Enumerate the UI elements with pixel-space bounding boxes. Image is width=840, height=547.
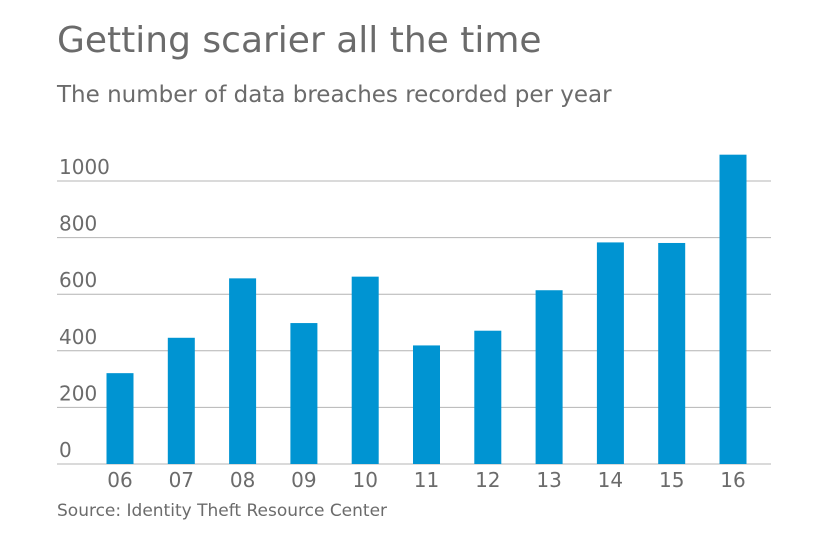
chart-source: Source: Identity Theft Resource Center: [57, 501, 388, 521]
x-tick-label: 07: [169, 468, 194, 492]
bar-08: [229, 278, 257, 464]
x-tick-label: 16: [720, 468, 745, 492]
x-tick-label: 12: [475, 468, 500, 492]
y-axis-ticks: 0 200 400 600 800 1000: [59, 155, 110, 462]
y-tick-label: 0: [59, 438, 72, 462]
y-tick-label: 200: [59, 381, 97, 405]
bar-15: [658, 242, 686, 464]
bar-13: [535, 290, 563, 464]
x-tick-label: 06: [107, 468, 132, 492]
bar-10: [351, 276, 379, 464]
bar-11: [413, 345, 440, 464]
x-tick-label: 09: [291, 468, 316, 492]
chart-title: Getting scarier all the time: [57, 20, 542, 61]
x-tick-label: 15: [659, 468, 684, 492]
y-tick-label: 600: [59, 268, 97, 292]
y-tick-label: 400: [59, 325, 97, 349]
y-tick-label: 800: [59, 212, 97, 236]
x-tick-label: 14: [598, 468, 623, 492]
bar-16: [719, 154, 747, 464]
y-tick-label: 1000: [59, 155, 110, 179]
chart-subtitle: The number of data breaches recorded per…: [57, 82, 612, 108]
bar-12: [474, 330, 502, 464]
x-tick-label: 10: [352, 468, 377, 492]
x-axis-ticks: 06 07 08 09 10 11 12 13 14 15 16: [107, 468, 745, 492]
bar-06: [106, 373, 134, 464]
bar-07: [167, 337, 195, 464]
bars: [106, 154, 747, 464]
x-tick-label: 08: [230, 468, 255, 492]
x-tick-label: 13: [536, 468, 561, 492]
x-tick-label: 11: [414, 468, 439, 492]
bar-14: [596, 242, 624, 464]
bar-09: [290, 323, 318, 464]
